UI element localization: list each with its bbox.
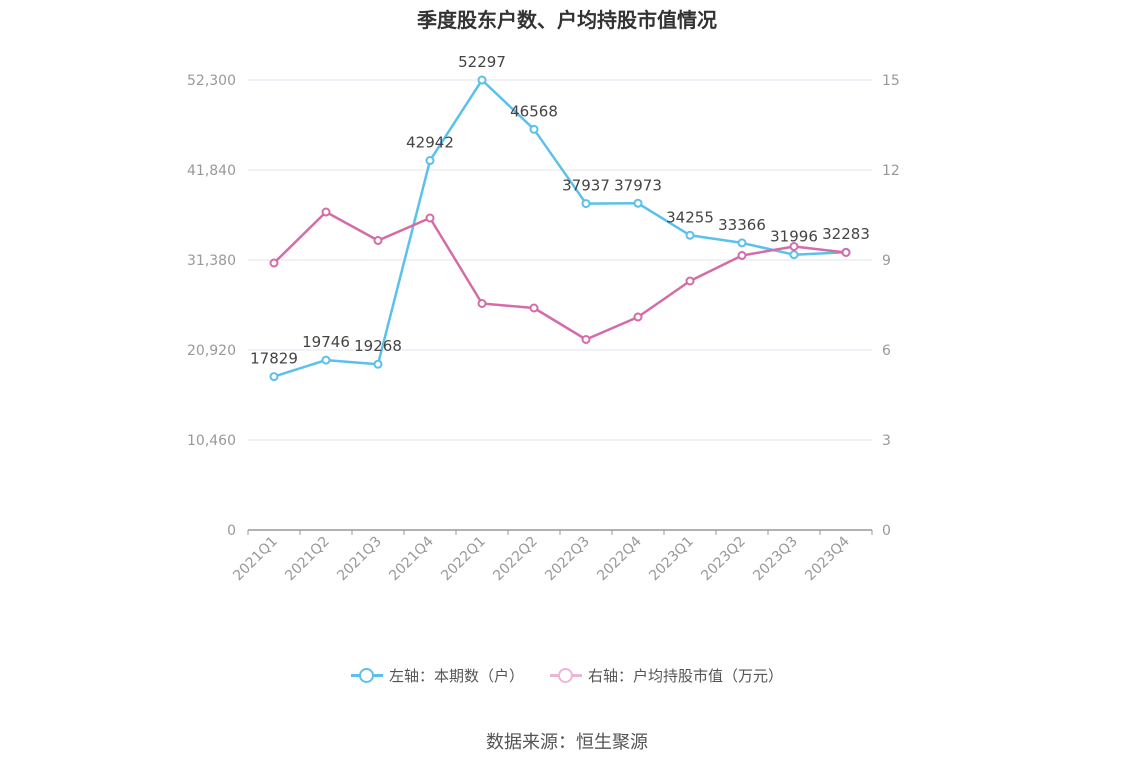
x-tick-label: 2022Q4: [594, 533, 645, 584]
series-line-avg-value: [273, 210, 847, 341]
data-label-households: 46568: [510, 102, 558, 120]
legend-label-avg-value: 右轴：户均持股市值（万元）: [588, 666, 784, 685]
chart-title: 季度股东户数、户均持股市值情况: [417, 8, 717, 32]
point-avg-value: [737, 251, 747, 260]
x-tick-label: 2023Q2: [698, 534, 749, 585]
point-avg-value: [685, 276, 695, 286]
y-right-tick-label: 3: [882, 433, 891, 449]
data-label-households: 42942: [406, 134, 454, 152]
data-label-households: 32283: [822, 225, 870, 243]
data-label-households: 19746: [302, 333, 350, 351]
data-label-households: 37973: [614, 176, 662, 194]
data-label-households: 19268: [354, 337, 402, 355]
point-households: [269, 372, 279, 382]
point-avg-value: [269, 258, 279, 268]
y-left-tick-label: 0: [227, 523, 236, 539]
series-layer: [269, 75, 851, 382]
point-households: [737, 238, 747, 248]
point-households: [685, 230, 695, 240]
data-label-households: 31996: [770, 228, 818, 246]
x-tick-label: 2022Q3: [542, 534, 593, 585]
y-left-tick-label: 41,840: [187, 163, 236, 179]
point-avg-value: [477, 299, 487, 308]
data-label-households: 33366: [718, 216, 766, 234]
y-left-tick-label: 20,920: [187, 343, 236, 359]
point-households: [373, 359, 383, 369]
data-source: 数据来源：恒生聚源: [486, 732, 648, 753]
y-left-tick-label: 31,380: [187, 253, 236, 269]
legend-item-households[interactable]: 左轴：本期数（户）: [350, 665, 524, 686]
grid-layer: [248, 79, 872, 441]
legend-marker-households-icon: [350, 667, 383, 683]
x-tick-label: 2022Q1: [438, 534, 489, 585]
point-avg-value: [581, 335, 591, 344]
point-households: [633, 198, 643, 208]
y-right-tick-label: 6: [882, 343, 891, 359]
x-tick-label: 2021Q1: [230, 534, 281, 585]
point-households: [529, 124, 539, 134]
chart-legend: 左轴：本期数（户） 右轴：户均持股市值（万元）: [0, 662, 1134, 688]
data-label-households: 37937: [562, 177, 610, 195]
x-tick-label: 2023Q4: [802, 533, 853, 584]
y-left-tick-label: 10,460: [187, 433, 236, 449]
data-label-households: 34255: [666, 208, 714, 226]
point-avg-value: [425, 213, 435, 223]
x-tick-label: 2023Q1: [646, 534, 697, 585]
data-label-households: 17829: [250, 350, 298, 368]
x-tick-label: 2022Q2: [490, 534, 541, 585]
point-avg-value: [789, 242, 799, 251]
point-avg-value: [373, 236, 383, 245]
point-households: [789, 250, 799, 260]
point-households: [425, 156, 435, 166]
data-label-households: 52297: [458, 53, 506, 71]
y-right-tick-label: 0: [882, 523, 891, 539]
point-avg-value: [529, 303, 539, 313]
x-tick-label: 2021Q2: [282, 534, 333, 585]
y-right-tick-label: 12: [882, 163, 900, 179]
x-tick-label: 2021Q3: [334, 534, 385, 585]
point-avg-value: [321, 207, 331, 217]
point-households: [581, 199, 591, 209]
legend-item-avg-value[interactable]: 右轴：户均持股市值（万元）: [550, 665, 783, 686]
point-households: [477, 75, 487, 85]
x-tick-label: 2021Q4: [386, 533, 437, 584]
legend-label-households: 左轴：本期数（户）: [388, 666, 524, 685]
axis-layer: 0 0 10,460 3 20,920 6 31,380 9 41,840 12 52,300 15 2…: [187, 73, 900, 584]
point-avg-value: [633, 312, 643, 322]
series-line-households: [273, 78, 847, 378]
point-avg-value: [841, 248, 851, 257]
y-right-tick-label: 15: [882, 73, 900, 89]
y-left-tick-label: 52,300: [187, 73, 236, 89]
x-tick-label: 2023Q3: [750, 534, 801, 585]
legend-marker-avg-value-icon: [550, 667, 582, 683]
y-right-tick-label: 9: [882, 253, 891, 269]
point-households: [321, 355, 331, 365]
